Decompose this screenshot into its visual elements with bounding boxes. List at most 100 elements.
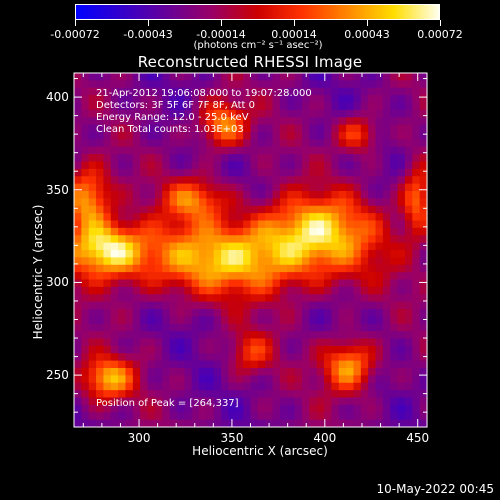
heatmap-cell [419,397,428,406]
heatmap-cell [88,154,97,163]
heatmap-cell [272,250,281,258]
heatmap-cell [191,382,200,391]
heatmap-cell [103,80,112,89]
heatmap-cell [287,294,296,303]
heatmap-cell [397,323,406,332]
heatmap-cell [118,73,127,81]
heatmap-cell [375,257,384,266]
heatmap-cell [419,353,428,362]
heatmap-cell [132,412,141,421]
heatmap-cell [199,183,207,192]
heatmap-cell [353,176,362,185]
heatmap-cell [243,220,252,229]
heatmap-cell [360,375,369,384]
heatmap-cell [213,316,222,325]
heatmap-cell [103,154,112,163]
heatmap-cell [191,205,200,214]
heatmap-cell [74,154,82,163]
heatmap-cell [412,331,421,340]
heatmap-cell [228,316,237,325]
heatmap-cell [390,139,399,148]
heatmap-cell [118,146,127,155]
heatmap-cell [412,279,421,288]
heatmap-cell [331,375,340,384]
heatmap-cell [81,242,90,251]
heatmap-cell [382,80,391,89]
heatmap-cell [221,279,230,288]
heatmap-cell [294,375,303,384]
heatmap-cell [81,109,90,118]
heatmap-cell [294,198,303,207]
heatmap-cell [397,95,406,104]
heatmap-cell [81,132,90,140]
heatmap-cell [390,250,399,258]
heatmap-cell [412,176,421,185]
heatmap-cell [250,161,259,170]
colorbar [75,4,440,20]
heatmap-cell [250,139,259,148]
heatmap-cell [353,257,362,266]
heatmap-cell [301,301,310,310]
heatmap-cell [235,139,244,148]
heatmap-cell [118,205,127,214]
heatmap-cell [74,397,82,406]
heatmap-cell [338,220,347,229]
heatmap-cell [103,73,112,81]
colorbar-tick-label: -0.00014 [196,28,246,41]
heatmap-cell [279,250,288,258]
heatmap-cell [294,294,303,303]
heatmap-cell [265,279,274,288]
heatmap-cell [404,250,413,258]
heatmap-cell [375,279,384,288]
heatmap-cell [140,109,149,118]
heatmap-cell [110,176,119,185]
heatmap-cell [309,139,318,148]
heatmap-cell [316,198,325,207]
heatmap-cell [176,213,185,222]
heatmap-cell [375,227,384,236]
heatmap-cell [169,309,178,317]
heatmap-cell [132,323,141,332]
heatmap-cell [279,264,288,273]
heatmap-cell [147,146,156,155]
heatmap-cell [331,412,340,421]
heatmap-cell [221,117,230,126]
heatmap-cell [265,168,274,177]
heatmap-cell [390,80,399,89]
heatmap-cell [206,382,215,391]
heatmap-cell [368,390,377,399]
heatmap-cell [331,323,340,332]
heatmap-cell [184,191,193,199]
heatmap-cell [132,183,141,192]
heatmap-cell [338,80,347,89]
heatmap-cell [235,316,244,325]
heatmap-cell [228,264,237,273]
heatmap-cell [375,412,384,421]
heatmap-cell [338,176,347,185]
heatmap-cell [397,154,406,163]
heatmap-cell [346,220,355,229]
heatmap-cell [199,301,207,310]
heatmap-cell [243,257,252,266]
heatmap-cell [162,102,171,111]
heatmap-cell [368,294,377,303]
heatmap-cell [382,102,391,111]
heatmap-cell [132,345,141,354]
heatmap-cell [316,154,325,163]
heatmap-cell [176,102,185,111]
heatmap-cell [228,168,237,177]
heatmap-cell [324,382,332,391]
heatmap-cell [324,360,332,369]
heatmap-cell [301,316,310,325]
heatmap-cell [176,272,185,281]
heatmap-cell [176,264,185,273]
heatmap-cell [235,397,244,406]
heatmap-cell [191,412,200,421]
heatmap-cell [353,146,362,155]
heatmap-cell [353,235,362,244]
heatmap-cell [287,146,296,155]
heatmap-cell [191,294,200,303]
heatmap-cell [147,412,156,421]
heatmap-cell [250,132,259,140]
heatmap-cell [287,286,296,295]
